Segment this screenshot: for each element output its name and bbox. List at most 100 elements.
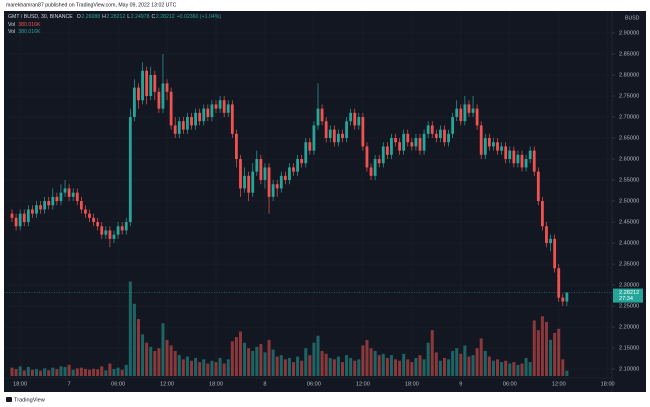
volume-bar [540, 316, 544, 376]
candle-body [545, 226, 548, 244]
volume-bar [508, 363, 512, 376]
volume-bar [120, 369, 124, 376]
volume-bar [218, 357, 222, 376]
published-line: marekhamran87 published on TradingView.c… [6, 2, 177, 8]
x-tick-label: 12:00 [552, 381, 566, 387]
volume-bar [43, 368, 47, 376]
volume-bar [357, 359, 361, 376]
volume-bar [59, 366, 63, 376]
candle-body [51, 196, 55, 206]
candle-body [549, 238, 552, 244]
candle-body [439, 129, 442, 139]
volume-bar [504, 360, 508, 376]
volume-bar [418, 355, 422, 376]
volume-bar [92, 368, 96, 376]
x-tick-label: 18:00 [405, 381, 419, 387]
volume-bar [30, 369, 34, 376]
y-tick-label: 2.85000 [619, 51, 639, 57]
volume-bar [55, 369, 59, 376]
volume-bar [500, 362, 504, 376]
candle-body [279, 175, 283, 189]
volume-bar [100, 366, 104, 376]
candle-body [532, 150, 536, 172]
candle-body [120, 226, 124, 231]
candle-body [304, 142, 308, 164]
candle-body [88, 213, 91, 218]
candle-body [116, 226, 120, 235]
volume-bar [475, 348, 479, 376]
y-tick-label: 2.90000 [619, 30, 639, 36]
volume-bar [520, 363, 524, 376]
candle-body [108, 230, 112, 239]
volume-bar [565, 370, 569, 376]
candle-body [206, 108, 210, 118]
volume-bar [238, 331, 242, 376]
volume-bar [247, 348, 251, 376]
volume-bar [83, 369, 87, 376]
volume-bar [198, 362, 202, 376]
legend-volume-value: 380.016K [18, 29, 41, 35]
candle-body [10, 213, 14, 218]
volume-bar [320, 351, 324, 376]
volume-bar [304, 348, 308, 376]
volume-bar [173, 351, 177, 376]
candle-body [153, 75, 157, 92]
candle-body [353, 112, 357, 126]
candle-body [512, 150, 516, 164]
volume-bar [181, 359, 185, 376]
y-tick-label: 2.20000 [619, 325, 639, 331]
candle-body [524, 159, 528, 168]
candle-body [357, 117, 361, 126]
candle-body [292, 167, 295, 172]
volume-bar [553, 332, 557, 376]
volume-bar [149, 346, 153, 376]
volume-bar [459, 353, 463, 376]
volume-bar [169, 345, 173, 376]
candle-body [141, 70, 144, 101]
y-tick-label: 2.15000 [619, 346, 639, 352]
candle-body [332, 129, 336, 143]
candle-body [504, 146, 508, 160]
volume-bar [402, 353, 406, 376]
y-tick-label: 2.30000 [619, 283, 639, 289]
candle-body [487, 138, 491, 147]
volume-bar [426, 342, 430, 376]
candle-body [202, 108, 206, 122]
candle-body [222, 100, 226, 113]
volume-bar [255, 346, 259, 376]
volume-bar [561, 359, 565, 376]
candle-body [492, 142, 495, 147]
volume-bar [491, 360, 495, 376]
candle-body [471, 108, 475, 113]
candle-body [467, 104, 471, 113]
volume-bar [361, 345, 365, 376]
candle-body [341, 133, 344, 139]
candle-body [124, 222, 128, 231]
volume-bar [328, 357, 332, 376]
volume-bar [512, 362, 516, 376]
y-tick-label: 2.60000 [619, 157, 639, 163]
candle-body [451, 117, 455, 134]
candle-body [96, 222, 100, 227]
volume-bar [34, 369, 38, 376]
candle-body [561, 297, 565, 302]
candle-body [133, 87, 136, 118]
volume-bar [373, 351, 377, 376]
volume-bar [79, 367, 83, 376]
volume-bar [312, 342, 316, 376]
volume-bar [316, 335, 320, 376]
volume-bar [287, 357, 291, 376]
candle-body [92, 217, 95, 223]
volume-bar [267, 339, 271, 376]
legend-ohlc-key: O [77, 14, 81, 20]
candle-body [84, 209, 87, 214]
legend-volume-label: Vol [8, 22, 15, 28]
volume-bar [67, 364, 71, 376]
volume-bar [528, 362, 532, 376]
volume-bar [471, 355, 475, 376]
candle-body [320, 108, 324, 122]
volume-bar [479, 338, 483, 376]
volume-bar [434, 352, 438, 376]
candle-body [324, 121, 328, 139]
candle-body [186, 117, 189, 130]
